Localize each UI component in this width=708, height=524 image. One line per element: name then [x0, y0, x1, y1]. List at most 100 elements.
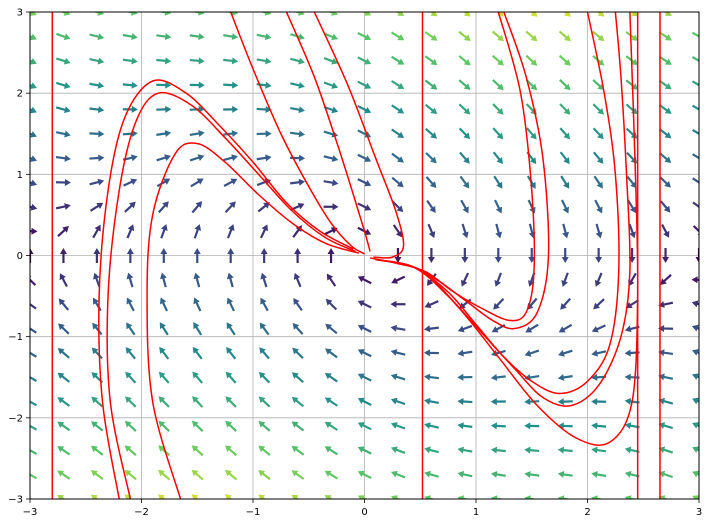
field-arrow-275 [457, 422, 473, 430]
field-arrow-269 [424, 55, 438, 66]
field-arrow-29 [58, 298, 70, 311]
field-arrow-218 [357, 300, 372, 309]
field-arrow-130 [225, 396, 237, 408]
field-arrow-163 [256, 106, 272, 113]
field-arrow-423 [692, 397, 699, 405]
field-arrow-131 [225, 371, 237, 384]
field-arrow-349 [559, 151, 570, 165]
field-arrow-102 [156, 57, 172, 65]
field-arrow-162 [256, 130, 272, 138]
field-arrow-137 [226, 224, 235, 239]
field-arrow-264 [425, 176, 437, 189]
field-arrow-344 [561, 272, 569, 287]
field-arrow-214 [357, 397, 372, 406]
field-arrow-71 [126, 297, 135, 312]
field-arrow-345 [561, 248, 569, 263]
field-arrow-417 [658, 31, 672, 41]
field-arrow-10 [30, 248, 34, 263]
field-arrow-317 [524, 422, 540, 430]
field-arrow-266 [425, 127, 438, 139]
field-arrow-236 [390, 349, 406, 356]
field-arrow-367 [595, 223, 603, 239]
field-arrow-370 [593, 151, 604, 164]
field-arrow-138 [224, 201, 236, 213]
field-arrow-22 [57, 470, 71, 480]
field-arrow-268 [424, 79, 438, 90]
field-arrow-278 [457, 349, 473, 357]
field-arrow-270 [424, 31, 438, 41]
field-arrow-256 [423, 373, 439, 381]
trajectories [98, 12, 639, 499]
field-arrow-302 [494, 272, 503, 287]
field-arrow-427 [691, 300, 699, 308]
field-arrow-263 [426, 200, 436, 213]
field-arrow-276 [457, 398, 473, 405]
field-arrow-213 [357, 422, 372, 431]
field-arrow-120 [189, 130, 205, 137]
field-arrow-321 [525, 323, 539, 333]
field-arrow-32 [57, 226, 69, 238]
field-arrow-98 [156, 154, 171, 162]
field-arrow-250 [395, 12, 405, 16]
field-arrow-422 [692, 422, 699, 429]
field-arrow-216 [357, 349, 372, 358]
field-arrow-170 [291, 445, 305, 456]
field-arrow-103 [156, 33, 172, 41]
field-arrow-210 [357, 495, 367, 499]
field-arrow-234 [390, 397, 406, 406]
trajectory-3 [230, 12, 365, 255]
field-arrow-217 [357, 324, 372, 333]
y-tick-label-3: 0 [17, 251, 23, 262]
field-arrow-108 [191, 420, 204, 432]
field-arrow-31 [59, 248, 67, 263]
field-arrow-342 [558, 323, 573, 333]
field-arrow-55 [89, 178, 105, 186]
trajectory-10 [375, 12, 639, 446]
field-arrow-44 [90, 445, 104, 456]
field-arrow-296 [490, 422, 506, 430]
field-arrow-84 [158, 494, 166, 499]
field-arrow-176 [293, 298, 303, 311]
field-arrow-333 [525, 30, 538, 42]
field-arrow-191 [324, 446, 338, 456]
field-arrow-12 [30, 203, 38, 211]
field-arrow-43 [90, 470, 104, 481]
field-arrow-305 [494, 199, 503, 214]
field-arrow-181 [290, 178, 306, 186]
field-arrow-172 [291, 396, 305, 408]
field-arrow-372 [592, 103, 605, 115]
field-arrow-282 [461, 248, 469, 263]
field-arrow-36 [55, 130, 71, 138]
field-arrow-133 [226, 322, 236, 336]
field-arrow-419 [692, 495, 699, 499]
field-arrow-262 [427, 223, 436, 239]
field-arrow-28 [58, 323, 70, 335]
field-arrow-311 [491, 54, 504, 66]
field-arrow-194 [324, 372, 338, 383]
field-arrow-175 [292, 322, 304, 335]
field-arrow-353 [558, 54, 571, 66]
field-arrow-70 [126, 322, 136, 336]
field-arrow-273 [457, 470, 473, 478]
field-arrow-126 [224, 494, 233, 499]
field-arrow-25 [57, 397, 71, 407]
field-arrow-240 [394, 248, 402, 263]
field-arrow-255 [424, 397, 439, 405]
field-arrow-408 [662, 248, 670, 263]
x-tick-label-3: 0 [361, 507, 367, 518]
field-arrow-85 [158, 469, 171, 481]
field-arrow-239 [391, 275, 406, 284]
field-arrow-320 [524, 349, 540, 357]
field-arrow-39 [55, 57, 71, 65]
field-arrow-109 [192, 396, 204, 408]
x-axis-ticks: −3 −2 −1 0 1 2 3 [23, 499, 702, 518]
field-arrow-165 [256, 57, 272, 65]
field-arrow-30 [59, 273, 68, 288]
field-arrow-212 [357, 446, 372, 455]
field-arrow-277 [457, 373, 473, 381]
field-arrow-286 [459, 151, 470, 164]
field-arrow-412 [659, 152, 672, 163]
field-arrow-343 [560, 297, 572, 310]
field-arrow-362 [591, 349, 607, 357]
